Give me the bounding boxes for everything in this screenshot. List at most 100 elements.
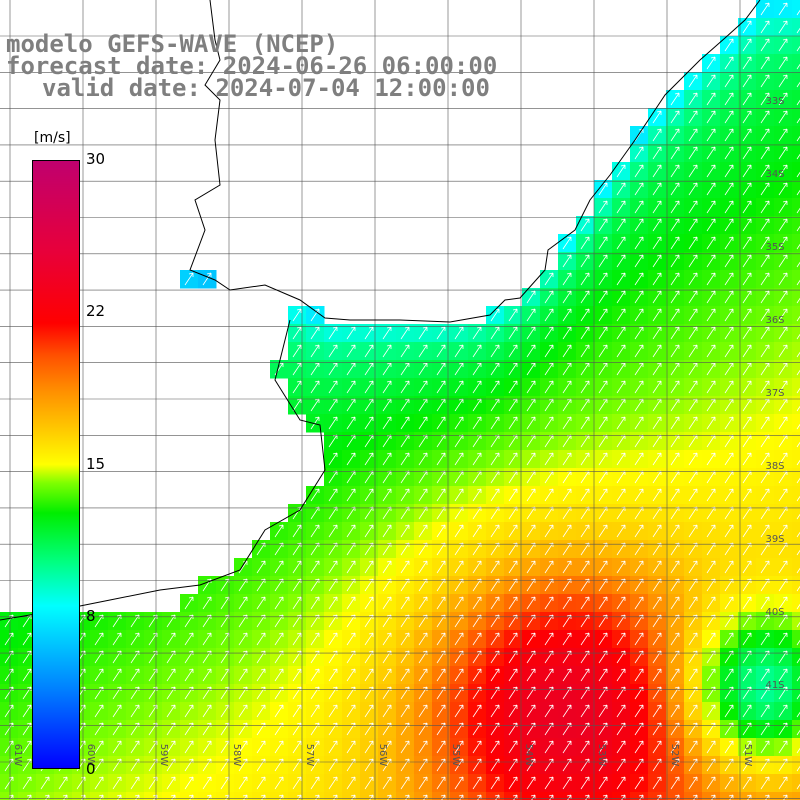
wind-arrow	[670, 560, 680, 574]
wind-arrow	[778, 254, 788, 268]
wind-arrow	[130, 668, 140, 682]
wind-arrow	[724, 326, 734, 340]
wind-cell	[792, 90, 800, 109]
wind-arrow	[778, 272, 788, 286]
wind-arrow	[652, 758, 662, 772]
wind-arrow	[598, 452, 608, 466]
wind-arrow	[490, 758, 500, 772]
wind-arrow	[760, 722, 770, 736]
wind-arrow	[742, 74, 752, 88]
wind-arrow	[544, 542, 554, 556]
wind-arrow	[616, 308, 626, 322]
wind-arrow	[616, 344, 626, 358]
wind-arrow	[634, 488, 644, 502]
wind-arrow	[670, 344, 680, 358]
wind-arrow	[598, 632, 608, 646]
model-title: modelo GEFS-WAVE (NCEP)	[6, 30, 339, 58]
wind-arrow	[778, 776, 788, 790]
wind-arrow	[544, 416, 554, 430]
wind-arrow	[526, 560, 536, 574]
wind-arrow	[400, 560, 410, 574]
wind-arrow	[472, 542, 482, 556]
wind-arrow	[490, 596, 500, 610]
wind-arrow	[418, 722, 428, 736]
wind-arrow	[598, 596, 608, 610]
wind-arrow	[400, 704, 410, 718]
wind-arrow	[598, 344, 608, 358]
wind-arrow	[796, 675, 800, 682]
wind-arrow	[724, 38, 734, 52]
wind-cell	[792, 144, 800, 163]
wind-arrow	[292, 542, 302, 556]
wind-arrow	[256, 560, 266, 574]
wind-arrow	[580, 362, 590, 376]
wind-cell	[792, 540, 800, 559]
wind-arrow	[688, 344, 698, 358]
wind-arrow	[256, 686, 266, 700]
wind-arrow	[580, 290, 590, 304]
wind-arrow	[418, 668, 428, 682]
wind-arrow	[634, 200, 644, 214]
wind-arrow	[472, 452, 482, 466]
wind-arrow	[760, 362, 770, 376]
wind-arrow	[292, 344, 302, 358]
wind-arrow	[490, 416, 500, 430]
wind-arrow	[796, 9, 800, 16]
wind-arrow	[796, 459, 800, 466]
wind-arrow	[796, 567, 800, 574]
wind-arrow	[742, 164, 752, 178]
wind-arrow	[616, 542, 626, 556]
wind-arrow	[652, 632, 662, 646]
wind-arrow	[616, 560, 626, 574]
wind-arrow	[634, 326, 644, 340]
colorbar-units: [m/s]	[34, 130, 71, 146]
wind-arrow	[796, 657, 800, 664]
wind-arrow	[778, 218, 788, 232]
wind-arrow	[634, 578, 644, 592]
longitude-label: 55W	[450, 744, 461, 767]
wind-arrow	[490, 560, 500, 574]
wind-arrow	[724, 704, 734, 718]
wind-arrow	[598, 740, 608, 754]
wind-arrow	[688, 776, 698, 790]
wind-arrow	[724, 218, 734, 232]
wind-arrow	[742, 668, 752, 682]
wind-arrow	[526, 776, 536, 790]
wind-arrow	[796, 81, 800, 88]
wind-arrow	[580, 740, 590, 754]
wind-arrow	[580, 524, 590, 538]
wind-arrow	[634, 776, 644, 790]
wind-arrow	[796, 747, 800, 754]
wind-arrow	[616, 272, 626, 286]
wind-arrow	[760, 668, 770, 682]
wind-arrow	[778, 2, 788, 16]
wind-arrow	[724, 578, 734, 592]
wind-arrow	[670, 164, 680, 178]
wind-arrow	[436, 452, 446, 466]
wind-arrow	[760, 20, 770, 34]
wind-arrow	[670, 740, 680, 754]
wind-arrow	[508, 488, 518, 502]
wind-arrow	[382, 758, 392, 772]
wind-arrow	[706, 560, 716, 574]
wind-arrow	[526, 704, 536, 718]
wind-arrow	[634, 182, 644, 196]
wind-arrow	[706, 362, 716, 376]
wind-arrow	[598, 668, 608, 682]
wind-arrow	[562, 722, 572, 736]
wind-arrow	[382, 326, 392, 340]
wind-arrow	[760, 560, 770, 574]
wind-arrow	[724, 74, 734, 88]
wind-arrow	[364, 740, 374, 754]
wind-arrow	[760, 146, 770, 160]
wind-arrow	[688, 542, 698, 556]
wind-arrow	[688, 560, 698, 574]
wind-arrow	[166, 740, 176, 754]
wind-arrow	[634, 452, 644, 466]
wind-arrow	[454, 596, 464, 610]
wind-arrow	[472, 722, 482, 736]
wind-arrow	[310, 758, 320, 772]
wind-arrow	[562, 326, 572, 340]
wind-arrow	[418, 344, 428, 358]
